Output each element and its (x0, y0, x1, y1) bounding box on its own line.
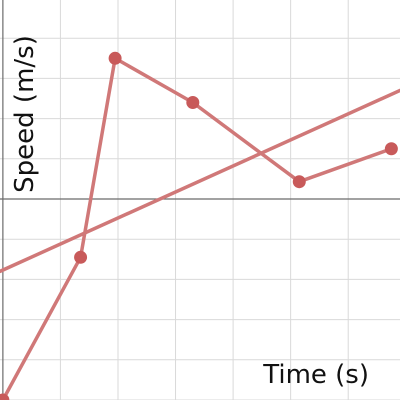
trend-line-group (0, 88, 400, 274)
data-point (186, 96, 200, 110)
data-point (74, 250, 88, 264)
data-point (108, 51, 122, 65)
data-point (0, 393, 10, 400)
trend-line (0, 88, 400, 274)
axis-labels: Time (s) Speed (m/s) (10, 35, 369, 390)
series-group (0, 51, 398, 400)
data-point (384, 142, 398, 156)
data-point (292, 175, 306, 189)
y-axis-label: Speed (m/s) (10, 35, 40, 193)
series-line (1, 56, 394, 400)
x-axis-label: Time (s) (262, 360, 369, 390)
